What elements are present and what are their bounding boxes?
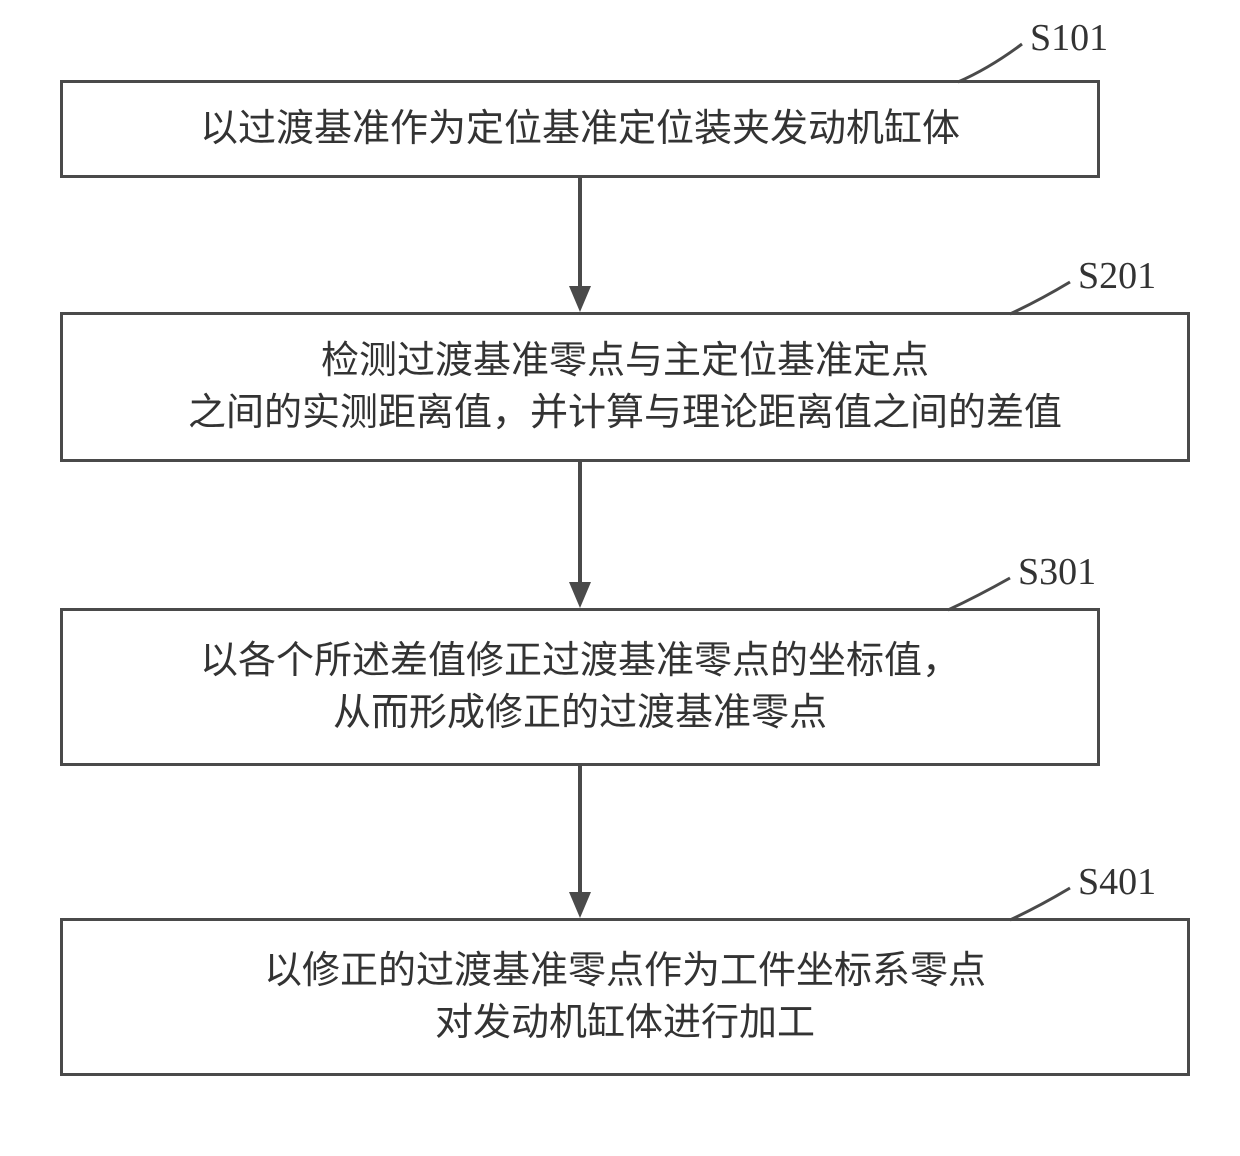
connectors-overlay [0,0,1240,1156]
